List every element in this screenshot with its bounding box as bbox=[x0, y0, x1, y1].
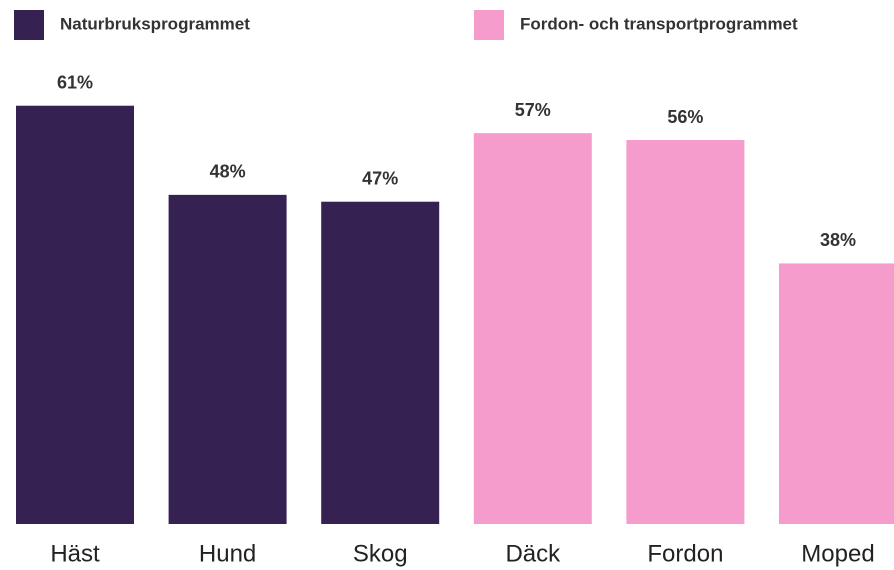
x-tick-label: Däck bbox=[505, 540, 561, 567]
value-label: 56% bbox=[667, 107, 703, 127]
x-tick-label: Häst bbox=[50, 540, 100, 567]
x-tick-label: Fordon bbox=[647, 540, 723, 567]
value-label: 61% bbox=[57, 72, 93, 92]
value-label: 48% bbox=[210, 162, 246, 182]
bar bbox=[626, 140, 745, 524]
x-tick-label: Skog bbox=[353, 540, 408, 567]
legend-label: Naturbruksprogrammet bbox=[60, 14, 250, 33]
value-label: 38% bbox=[820, 230, 856, 250]
value-label: 47% bbox=[362, 168, 398, 188]
bar bbox=[473, 133, 592, 524]
legend-swatch bbox=[474, 10, 504, 40]
bar bbox=[779, 263, 894, 524]
value-label: 57% bbox=[515, 100, 551, 120]
legend-swatch bbox=[14, 10, 44, 40]
bar bbox=[168, 194, 287, 524]
bar bbox=[16, 105, 134, 524]
legend-label: Fordon- och transportprogrammet bbox=[520, 14, 798, 33]
x-tick-label: Hund bbox=[199, 540, 256, 567]
x-tick-label: Moped bbox=[801, 540, 874, 567]
bar bbox=[321, 201, 440, 524]
